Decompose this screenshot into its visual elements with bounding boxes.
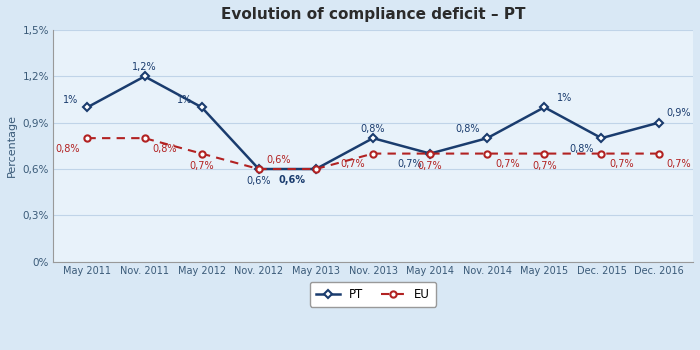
Text: 0,9%: 0,9% (666, 108, 691, 118)
EU (312, 167, 320, 171)
EU (483, 152, 491, 156)
Text: 0,8%: 0,8% (153, 144, 177, 154)
PT (197, 105, 206, 109)
Text: 1%: 1% (556, 93, 572, 103)
Line: EU: EU (84, 135, 662, 172)
Text: 0,7%: 0,7% (398, 159, 422, 169)
PT (312, 167, 320, 171)
Text: 0,7%: 0,7% (418, 161, 442, 171)
PT (255, 167, 263, 171)
EU (540, 152, 549, 156)
Line: PT: PT (84, 73, 662, 172)
Text: 0,7%: 0,7% (666, 159, 691, 169)
Y-axis label: Percentage: Percentage (7, 114, 17, 177)
PT (141, 74, 149, 78)
Text: 0,8%: 0,8% (569, 144, 594, 154)
Text: 0,7%: 0,7% (341, 159, 365, 169)
EU (141, 136, 149, 140)
EU (597, 152, 606, 156)
Text: 0,6%: 0,6% (246, 176, 271, 187)
PT (654, 121, 663, 125)
PT (597, 136, 606, 140)
PT (83, 105, 92, 109)
PT (540, 105, 549, 109)
EU (654, 152, 663, 156)
Text: 0,8%: 0,8% (455, 124, 480, 134)
Text: 0,6%: 0,6% (279, 175, 305, 185)
Text: 1%: 1% (177, 94, 192, 105)
Text: 0,7%: 0,7% (190, 161, 214, 171)
Text: 0,7%: 0,7% (532, 161, 556, 171)
Text: 0,8%: 0,8% (55, 144, 80, 154)
Legend: PT, EU: PT, EU (310, 282, 436, 307)
PT (426, 152, 434, 156)
Text: 0,7%: 0,7% (495, 159, 519, 169)
EU (426, 152, 434, 156)
Text: 0,6%: 0,6% (267, 155, 291, 165)
EU (255, 167, 263, 171)
Text: 0,7%: 0,7% (609, 159, 634, 169)
Text: 0,8%: 0,8% (360, 124, 385, 134)
Title: Evolution of compliance deficit – PT: Evolution of compliance deficit – PT (220, 7, 525, 22)
EU (369, 152, 377, 156)
PT (483, 136, 491, 140)
PT (369, 136, 377, 140)
EU (83, 136, 92, 140)
Text: 1,2%: 1,2% (132, 62, 157, 72)
Text: 1%: 1% (63, 94, 78, 105)
EU (197, 152, 206, 156)
